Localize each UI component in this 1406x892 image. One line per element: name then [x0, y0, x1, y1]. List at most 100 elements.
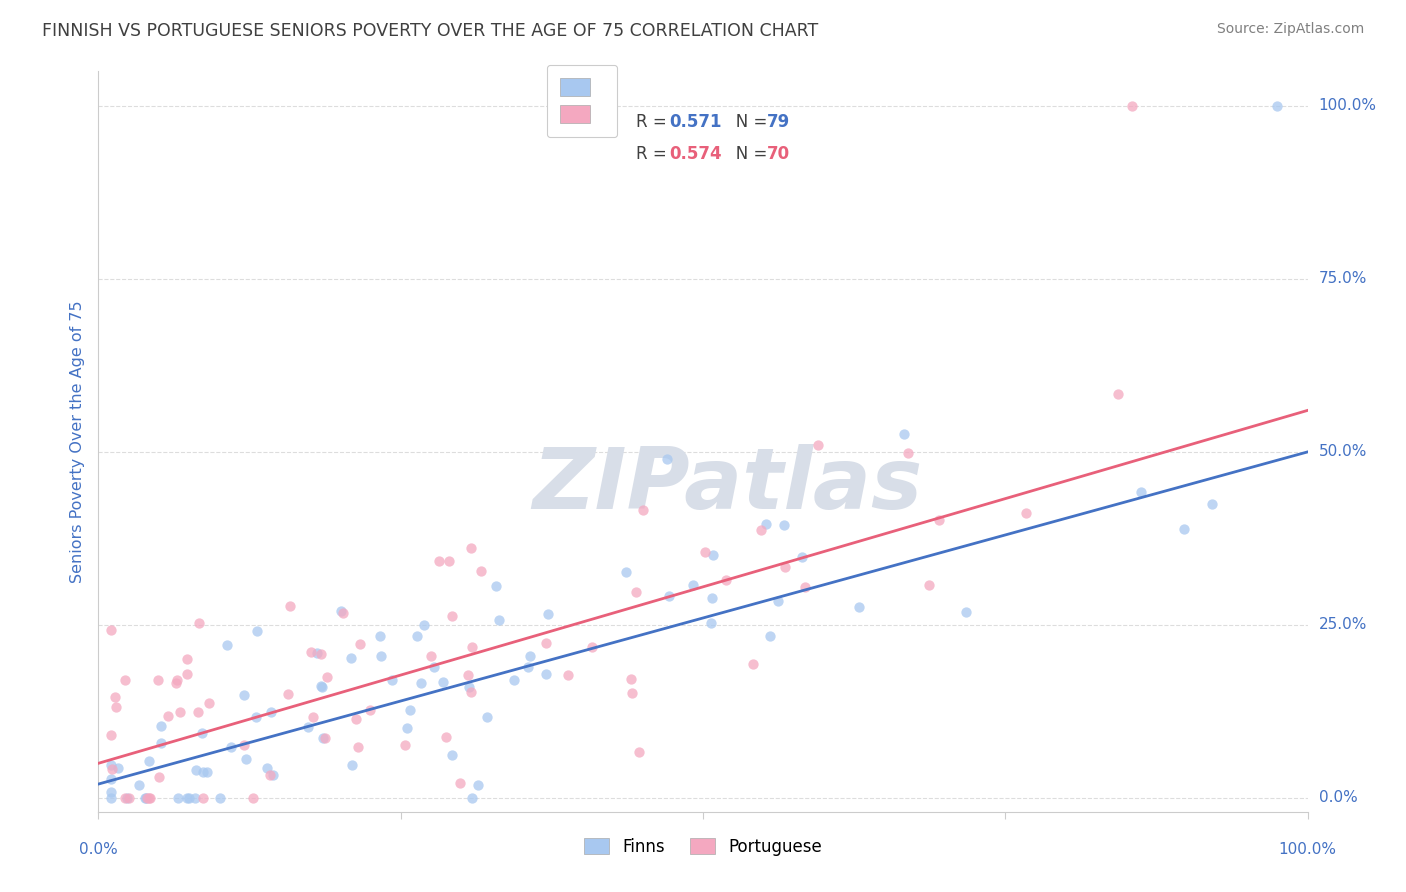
Point	[1201, 497, 1223, 511]
Point	[394, 738, 416, 752]
Point	[475, 710, 498, 724]
Point	[470, 565, 492, 579]
Point	[259, 768, 281, 782]
Text: 0.571: 0.571	[669, 113, 721, 131]
Text: 25.0%: 25.0%	[1319, 617, 1367, 632]
Text: FINNISH VS PORTUGUESE SENIORS POVERTY OVER THE AGE OF 75 CORRELATION CHART: FINNISH VS PORTUGUESE SENIORS POVERTY OV…	[42, 22, 818, 40]
Point	[128, 778, 150, 792]
Point	[176, 790, 198, 805]
Point	[233, 688, 256, 702]
Point	[359, 702, 381, 716]
Point	[198, 696, 221, 710]
Legend: Finns, Portuguese: Finns, Portuguese	[578, 831, 828, 863]
Point	[503, 673, 526, 687]
Y-axis label: Seniors Poverty Over the Age of 75: Seniors Poverty Over the Age of 75	[69, 301, 84, 582]
Point	[242, 790, 264, 805]
Point	[395, 721, 418, 735]
Point	[100, 624, 122, 638]
Point	[100, 772, 122, 787]
Point	[301, 710, 323, 724]
Point	[427, 554, 450, 568]
Point	[187, 615, 209, 630]
Point	[537, 607, 560, 622]
Point	[195, 764, 218, 779]
Point	[344, 712, 367, 726]
Point	[775, 560, 797, 574]
Point	[100, 785, 122, 799]
Text: 100.0%: 100.0%	[1278, 842, 1337, 857]
Point	[146, 673, 169, 688]
Point	[413, 618, 436, 632]
Point	[793, 580, 815, 594]
Point	[381, 673, 404, 687]
Point	[347, 740, 370, 755]
Point	[1107, 386, 1129, 401]
Point	[449, 776, 471, 790]
Point	[897, 446, 920, 460]
Point	[314, 731, 336, 746]
Point	[332, 606, 354, 620]
Point	[457, 667, 479, 681]
Point	[107, 761, 129, 775]
Point	[461, 640, 484, 654]
Point	[256, 761, 278, 775]
Point	[187, 706, 209, 720]
Point	[191, 726, 214, 740]
Point	[534, 636, 557, 650]
Point	[150, 719, 173, 733]
Point	[115, 790, 138, 805]
Point	[423, 660, 446, 674]
Point	[309, 680, 332, 694]
Point	[614, 565, 637, 579]
Point	[749, 523, 772, 537]
Point	[759, 629, 782, 643]
Point	[457, 680, 479, 694]
Point	[626, 585, 648, 599]
Point	[277, 687, 299, 701]
Point	[165, 676, 187, 690]
Point	[434, 730, 457, 744]
Point	[166, 673, 188, 688]
Point	[440, 609, 463, 624]
Point	[536, 666, 558, 681]
Point	[658, 589, 681, 603]
Point	[104, 690, 127, 705]
Text: 0.0%: 0.0%	[1319, 790, 1357, 805]
Point	[432, 674, 454, 689]
Text: N =: N =	[720, 145, 773, 162]
Point	[702, 591, 724, 605]
Point	[1267, 99, 1289, 113]
Point	[309, 647, 332, 661]
Point	[138, 755, 160, 769]
Point	[620, 672, 643, 686]
Point	[437, 553, 460, 567]
Point	[219, 739, 242, 754]
Point	[208, 790, 231, 805]
Text: N =: N =	[720, 113, 773, 131]
Point	[136, 790, 159, 805]
Point	[299, 645, 322, 659]
Point	[135, 790, 157, 805]
Point	[101, 762, 124, 776]
Point	[398, 703, 420, 717]
Point	[488, 613, 510, 627]
Point	[246, 624, 269, 639]
Point	[157, 709, 180, 723]
Point	[340, 651, 363, 665]
Point	[631, 502, 654, 516]
Text: 0.574: 0.574	[669, 145, 723, 162]
Point	[184, 790, 207, 805]
Text: 70: 70	[766, 145, 790, 162]
Point	[655, 451, 678, 466]
Point	[419, 648, 441, 663]
Point	[440, 747, 463, 762]
Point	[848, 600, 870, 615]
Point	[329, 604, 352, 618]
Point	[260, 705, 283, 719]
Point	[581, 640, 603, 654]
Point	[184, 763, 207, 777]
Point	[519, 649, 541, 664]
Point	[340, 758, 363, 772]
Point	[148, 770, 170, 784]
Point	[790, 550, 813, 565]
